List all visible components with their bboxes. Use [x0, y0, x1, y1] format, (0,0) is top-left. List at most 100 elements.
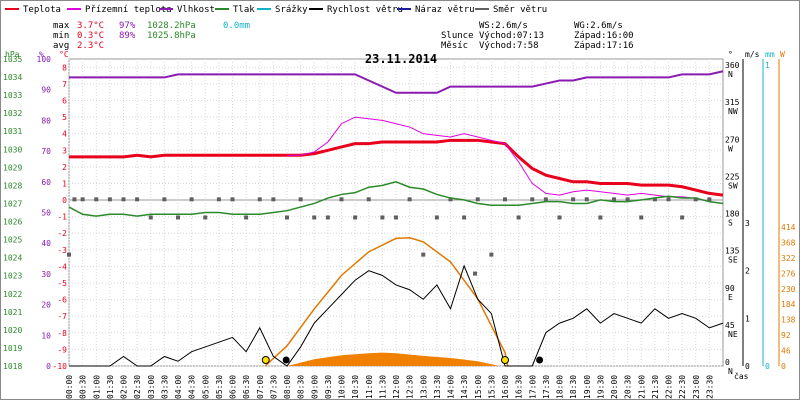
hpa-tick-label: 1019 [3, 344, 22, 353]
deg-tick-dir: W [728, 144, 733, 153]
wind-direction-point [598, 215, 603, 220]
wind-direction-point [448, 197, 453, 202]
x-tick-label: 16:30 [515, 375, 524, 399]
x-tick-label: 11:00 [365, 375, 374, 399]
mm-tick-label: 1 [765, 61, 770, 70]
x-tick-label: 21:00 [637, 375, 646, 399]
x-tick-label: 06:30 [242, 375, 251, 399]
x-tick-label: 13:30 [433, 375, 442, 399]
stats-sun-label: Slunce [441, 31, 474, 41]
deg-tick-dir: N [728, 367, 733, 376]
x-tick-label: 15:00 [474, 375, 483, 399]
ms-tick-label: 2 [745, 267, 750, 276]
stats-min-hum: 89% [119, 31, 136, 41]
hpa-tick-label: 1021 [3, 308, 22, 317]
series-line-vlhkost [69, 70, 724, 94]
wind-direction-point [121, 197, 126, 202]
x-tick-label: 03:00 [147, 375, 156, 399]
wind-direction-point [489, 252, 494, 257]
wind-direction-point [407, 197, 412, 202]
x-tick-label: 22:00 [665, 375, 674, 399]
x-tick-label: 06:00 [229, 375, 238, 399]
temp-tick-label: 2 [62, 163, 67, 172]
x-tick-label: 23:00 [692, 375, 701, 399]
stats-max-temp: 3.7°C [77, 21, 104, 31]
pct-tick-label: 90 [41, 86, 51, 95]
x-tick-label: 14:30 [460, 375, 469, 399]
x-tick-label: 05:00 [201, 375, 210, 399]
stats-moon-rise: Východ:7:58 [479, 41, 539, 51]
wind-direction-point [639, 215, 644, 220]
x-tick-label: 05:30 [215, 375, 224, 399]
hpa-tick-label: 1028 [3, 181, 22, 190]
stats-sun-set: Západ:16:00 [574, 31, 634, 41]
x-tick-label: 09:30 [324, 375, 333, 399]
chart-title: 23.11.2014 [365, 52, 437, 66]
wind-direction-point [707, 197, 712, 202]
wind-direction-point [666, 197, 671, 202]
temp-tick-label: 7 [62, 80, 67, 89]
ms-axis-title: m/s [745, 50, 760, 59]
x-tick-label: 23:30 [705, 375, 714, 399]
stats-moon-label: Měsíc [441, 41, 468, 51]
pct-tick-label: 100 [37, 55, 52, 64]
x-tick-label: 02:00 [120, 375, 129, 399]
x-tick-label: 22:30 [678, 375, 687, 399]
legend-label: Náraz větru [415, 5, 475, 15]
wind-direction-point [612, 197, 616, 202]
w-tick-label: 0 [781, 362, 786, 371]
wind-direction-point [339, 197, 344, 202]
wind-direction-point [421, 252, 426, 257]
wind-direction-point [312, 215, 317, 220]
x-tick-label: 19:00 [583, 375, 592, 399]
wind-direction-point [107, 197, 112, 202]
hpa-tick-label: 1035 [3, 55, 22, 64]
wind-direction-point [584, 197, 589, 202]
wind-direction-point [135, 197, 140, 202]
x-tick-label: 11:30 [378, 375, 387, 399]
x-tick-label: 18:30 [569, 375, 578, 399]
pct-tick-label: 30 [41, 270, 51, 279]
x-tick-label: 19:30 [596, 375, 605, 399]
x-tick-label: 03:30 [160, 375, 169, 399]
pct-tick-label: 40 [41, 239, 51, 248]
mm-tick-label: 0 [765, 362, 770, 371]
wind-direction-point [473, 271, 478, 276]
x-tick-label: 10:30 [351, 375, 360, 399]
x-tick-label: 01:00 [92, 375, 101, 399]
deg-tick-label: 360 [725, 61, 740, 70]
x-tick-label: 02:30 [133, 375, 142, 399]
wind-direction-point [216, 197, 221, 202]
sunrise-marker [261, 356, 270, 364]
x-tick-label: 09:00 [310, 375, 319, 399]
sunset-marker [501, 356, 509, 364]
x-tick-label: 00:00 [65, 375, 74, 399]
wind-direction-point [530, 197, 535, 202]
moonset-marker [536, 356, 544, 364]
stats-min-press: 1025.8hPa [147, 31, 196, 41]
deg-tick-dir: NW [728, 107, 738, 116]
hpa-tick-label: 1018 [3, 362, 22, 371]
pct-tick-label: 60 [41, 178, 51, 187]
series-line-p-zemn-teplota [287, 116, 724, 204]
ms-tick-label: 1 [745, 314, 750, 323]
wind-direction-point [285, 215, 289, 220]
x-tick-label: 17:30 [542, 375, 551, 399]
hpa-tick-label: 1022 [3, 290, 22, 299]
x-tick-label: 08:30 [297, 375, 306, 399]
wind-direction-point [72, 197, 77, 202]
w-tick-label: 92 [781, 331, 791, 340]
hpa-tick-label: 1027 [3, 199, 22, 208]
wind-direction-point [434, 215, 439, 220]
deg-tick-dir: NE [728, 330, 738, 339]
temp-tick-label: -3 [57, 246, 67, 255]
x-tick-label: 07:00 [256, 375, 265, 399]
w-tick-label: 138 [781, 316, 796, 325]
x-tick-label: 04:30 [188, 375, 197, 399]
x-tick-label: 10:00 [338, 375, 347, 399]
hpa-tick-label: 1020 [3, 326, 22, 335]
ms-tick-label: 0 [745, 362, 750, 371]
legend-label: Směr větru [493, 5, 547, 15]
wind-direction-point [162, 197, 167, 202]
hpa-tick-label: 1031 [3, 127, 22, 136]
